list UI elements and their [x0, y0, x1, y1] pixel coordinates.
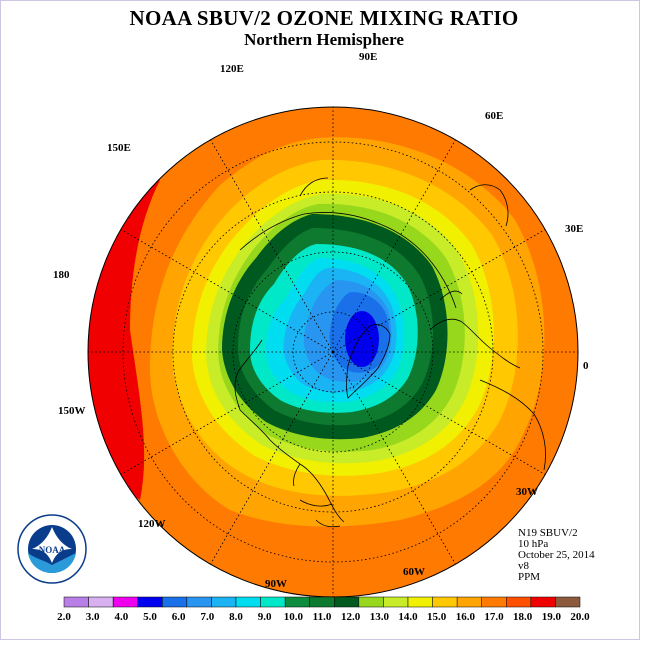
colorbar-ticks: 2.0 3.0 4.0 5.0 6.0 7.0 8.0 9.0 10.0 11.0 12.0 13.0…: [57, 611, 590, 623]
info-pressure: 10 hPa: [518, 538, 549, 550]
lon-label-120e: 120E: [220, 63, 244, 75]
logo-text: NOAA: [39, 545, 66, 555]
page-subtitle: Northern Hemisphere: [244, 30, 404, 49]
colorbar-boxes: [63, 596, 581, 608]
colorbar-tick-label: 17.0: [484, 611, 504, 623]
coast-asia: [239, 177, 457, 309]
colorbar-box: [506, 596, 532, 608]
lon-label-150e: 150E: [107, 142, 131, 154]
coast-caribbean: [299, 499, 341, 528]
colorbar-tick-label: 9.0: [258, 611, 272, 623]
info-satellite: N19 SBUV/2: [518, 527, 578, 539]
logo-sea: [28, 553, 76, 573]
colorbar-tick-label: 2.0: [57, 611, 71, 623]
colorbar-tick-label: 13.0: [370, 611, 390, 623]
colorbar: 2.0 3.0 4.0 5.0 6.0 7.0 8.0 9.0 10.0 11.0 12.0 13.0…: [57, 596, 590, 623]
colorbar-box: [284, 596, 310, 608]
colorbar-box: [112, 596, 138, 608]
lon-label-60w: 60W: [403, 566, 425, 578]
lon-label-180: 180: [53, 269, 70, 281]
colorbar-tick-label: 4.0: [114, 611, 128, 623]
coast-greenland: [346, 324, 391, 399]
colorbar-tick-label: 14.0: [398, 611, 418, 623]
lon-label-120w: 120W: [138, 518, 166, 530]
colorbar-tick-label: 12.0: [341, 611, 361, 623]
colorbar-box: [555, 596, 581, 608]
meridian-line: [332, 229, 546, 353]
colorbar-box: [260, 596, 286, 608]
colorbar-tick-label: 18.0: [513, 611, 533, 623]
colorbar-tick-label: 15.0: [427, 611, 447, 623]
logo-gull-icon: [32, 527, 72, 563]
colorbar-box: [235, 596, 261, 608]
colorbar-tick-label: 11.0: [313, 611, 332, 623]
colorbar-box: [309, 596, 335, 608]
figure-frame: [0, 0, 640, 640]
colorbar-box: [211, 596, 237, 608]
info-version: v8: [518, 560, 529, 572]
meridian-line: [332, 351, 456, 565]
lat-circle-20: [122, 141, 544, 563]
colorbar-box: [407, 596, 433, 608]
lon-label-90w: 90W: [265, 578, 287, 590]
colorbar-box: [530, 596, 556, 608]
lon-label-60e: 60E: [485, 110, 504, 122]
colorbar-box: [63, 596, 89, 608]
colorbar-tick-label: 16.0: [456, 611, 476, 623]
meridian-line: [210, 351, 334, 565]
colorbar-tick-label: 5.0: [143, 611, 157, 623]
meridian-line: [120, 229, 334, 353]
meridians: [88, 107, 578, 597]
colorbar-box: [481, 596, 507, 608]
meridian-line: [120, 351, 334, 475]
colorbar-tick-label: 10.0: [284, 611, 304, 623]
coast-india: [469, 184, 509, 227]
lon-label-30e: 30E: [565, 223, 584, 235]
meridian-line: [332, 139, 456, 353]
graticule: [88, 107, 578, 597]
colorbar-box: [88, 596, 114, 608]
coast-europe: [429, 290, 521, 369]
lon-label-90e: 90E: [359, 51, 378, 63]
colorbar-tick-label: 19.0: [542, 611, 562, 623]
colorbar-box: [186, 596, 212, 608]
noaa-logo: NOAA: [17, 514, 87, 584]
coast-africa: [479, 379, 546, 471]
lon-label-0: 0: [583, 360, 589, 372]
contour-bands: [88, 107, 545, 527]
band-5-core: [345, 311, 379, 367]
colorbar-tick-label: 20.0: [570, 611, 590, 623]
page-title: NOAA SBUV/2 OZONE MIXING RATIO: [129, 6, 519, 30]
colorbar-box: [137, 596, 163, 608]
lon-label-30w: 30W: [516, 486, 538, 498]
info-date: October 25, 2014: [518, 549, 595, 561]
colorbar-tick-label: 8.0: [229, 611, 243, 623]
lon-label-150w: 150W: [58, 405, 86, 417]
colorbar-box: [456, 596, 482, 608]
coastlines: [234, 177, 546, 528]
colorbar-box: [358, 596, 384, 608]
info-units: PPM: [518, 571, 541, 583]
colorbar-box: [162, 596, 188, 608]
colorbar-box: [334, 596, 360, 608]
meridian-line: [210, 139, 334, 353]
colorbar-box: [432, 596, 458, 608]
colorbar-tick-label: 6.0: [172, 611, 186, 623]
colorbar-tick-label: 3.0: [86, 611, 100, 623]
meridian-line: [332, 351, 546, 475]
colorbar-tick-label: 7.0: [200, 611, 214, 623]
coast-north-america: [234, 339, 345, 523]
colorbar-box: [383, 596, 409, 608]
